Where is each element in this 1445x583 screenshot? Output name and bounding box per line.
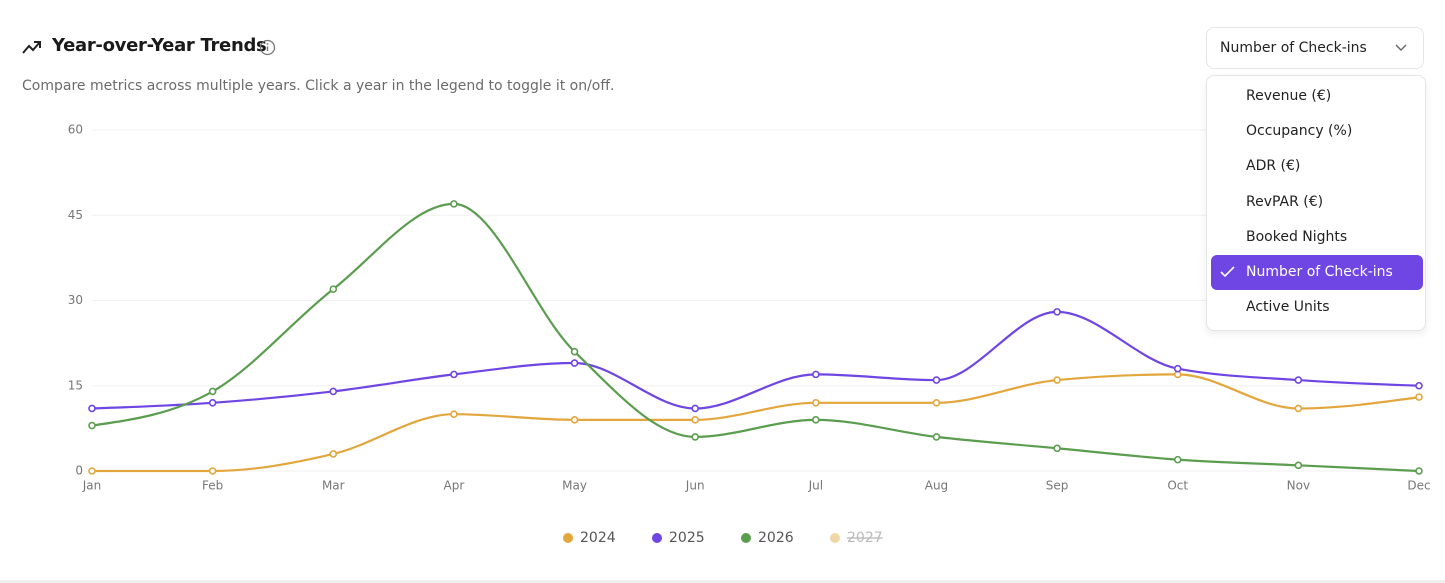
data-point <box>570 347 579 356</box>
x-tick-label: Jun <box>685 479 705 493</box>
title: Year-over-Year Trends <box>52 35 267 56</box>
x-tick-label: Feb <box>202 479 223 493</box>
legend-item[interactable]: 2027 <box>830 530 883 546</box>
y-tick-label: 30 <box>68 293 83 307</box>
data-point <box>691 404 699 413</box>
x-tick-label: Jan <box>82 479 102 493</box>
x-tick-label: Dec <box>1407 479 1430 493</box>
data-point <box>88 467 96 475</box>
check-icon <box>1220 266 1235 278</box>
menu-option[interactable]: RevPAR (€) <box>1246 193 1324 210</box>
data-point <box>812 416 820 424</box>
legend-text: 2027 <box>847 530 883 546</box>
data-point <box>1173 455 1182 464</box>
data-point <box>208 398 217 407</box>
data-point <box>329 387 338 396</box>
data-point <box>88 404 96 413</box>
metric-menu: Revenue (€) Occupancy (%) ADR (€) RevPAR (€… <box>1206 75 1426 331</box>
menu-option[interactable]: ADR (€) <box>1246 158 1301 175</box>
menu-option[interactable]: Active Units <box>1246 299 1330 316</box>
data-point <box>932 398 941 407</box>
x-tick-label: Apr <box>444 479 465 493</box>
y-tick-label: 15 <box>68 378 83 392</box>
menu-option[interactable]: Booked Nights <box>1246 228 1348 245</box>
data-point <box>88 421 96 430</box>
data-point <box>450 370 458 379</box>
data-point <box>1415 467 1423 475</box>
x-tick-label: Jul <box>808 479 823 493</box>
data-point <box>208 467 217 475</box>
data-point <box>812 370 820 379</box>
x-tick-label: Sep <box>1046 479 1069 493</box>
legend-item[interactable]: 2024 <box>563 530 616 546</box>
data-point <box>1053 376 1061 384</box>
data-point <box>1053 444 1061 453</box>
trend-icon <box>22 41 41 54</box>
data-point <box>1053 308 1061 316</box>
legend-swatch <box>741 533 751 543</box>
menu-option[interactable]: Occupancy (%) <box>1246 123 1353 140</box>
data-point <box>570 416 579 424</box>
series-line <box>92 373 1420 473</box>
metric-select[interactable]: Number of Check-ins <box>1206 27 1424 69</box>
data-point <box>1415 381 1423 390</box>
chevron <box>1395 44 1407 51</box>
y-tick-label: 0 <box>75 464 83 478</box>
data-point <box>570 359 579 367</box>
data-point <box>932 376 941 384</box>
data-point <box>1415 393 1423 401</box>
selected-metric: Number of Check-ins <box>1220 40 1367 56</box>
data-point <box>1294 404 1303 413</box>
data-point <box>208 387 217 396</box>
x-tick-label: Nov <box>1287 479 1310 493</box>
y-tick-label: 60 <box>68 123 83 137</box>
info-icon[interactable] <box>259 39 276 56</box>
legend-swatch <box>563 533 573 543</box>
data-point <box>329 450 338 458</box>
data-point <box>1173 364 1182 373</box>
x-tick-label: Aug <box>925 479 948 493</box>
data-point <box>450 200 458 208</box>
legend-text: 2025 <box>669 530 705 546</box>
data-point <box>329 285 338 293</box>
data-point <box>691 433 699 441</box>
subtitle: Compare metrics across multiple years. C… <box>22 78 615 94</box>
legend-swatch <box>652 533 662 543</box>
data-point <box>932 433 941 441</box>
x-tick-label: Mar <box>322 479 345 493</box>
data-point <box>1294 376 1303 384</box>
legend-item[interactable]: 2026 <box>741 530 794 546</box>
legend-item[interactable]: 2025 <box>652 530 705 546</box>
menu-option[interactable]: Revenue (€) <box>1246 88 1332 104</box>
legend-swatch <box>830 533 840 543</box>
y-tick-label: 45 <box>68 208 83 222</box>
menu-option[interactable]: Number of Check-ins <box>1211 255 1423 290</box>
data-point <box>691 416 699 424</box>
x-tick-label: May <box>562 479 587 493</box>
data-point <box>450 410 458 418</box>
data-point <box>812 398 820 407</box>
legend-text: 2024 <box>580 530 616 546</box>
x-tick-label: Oct <box>1167 479 1188 493</box>
legend-text: 2026 <box>758 530 794 546</box>
data-point <box>1294 461 1303 470</box>
